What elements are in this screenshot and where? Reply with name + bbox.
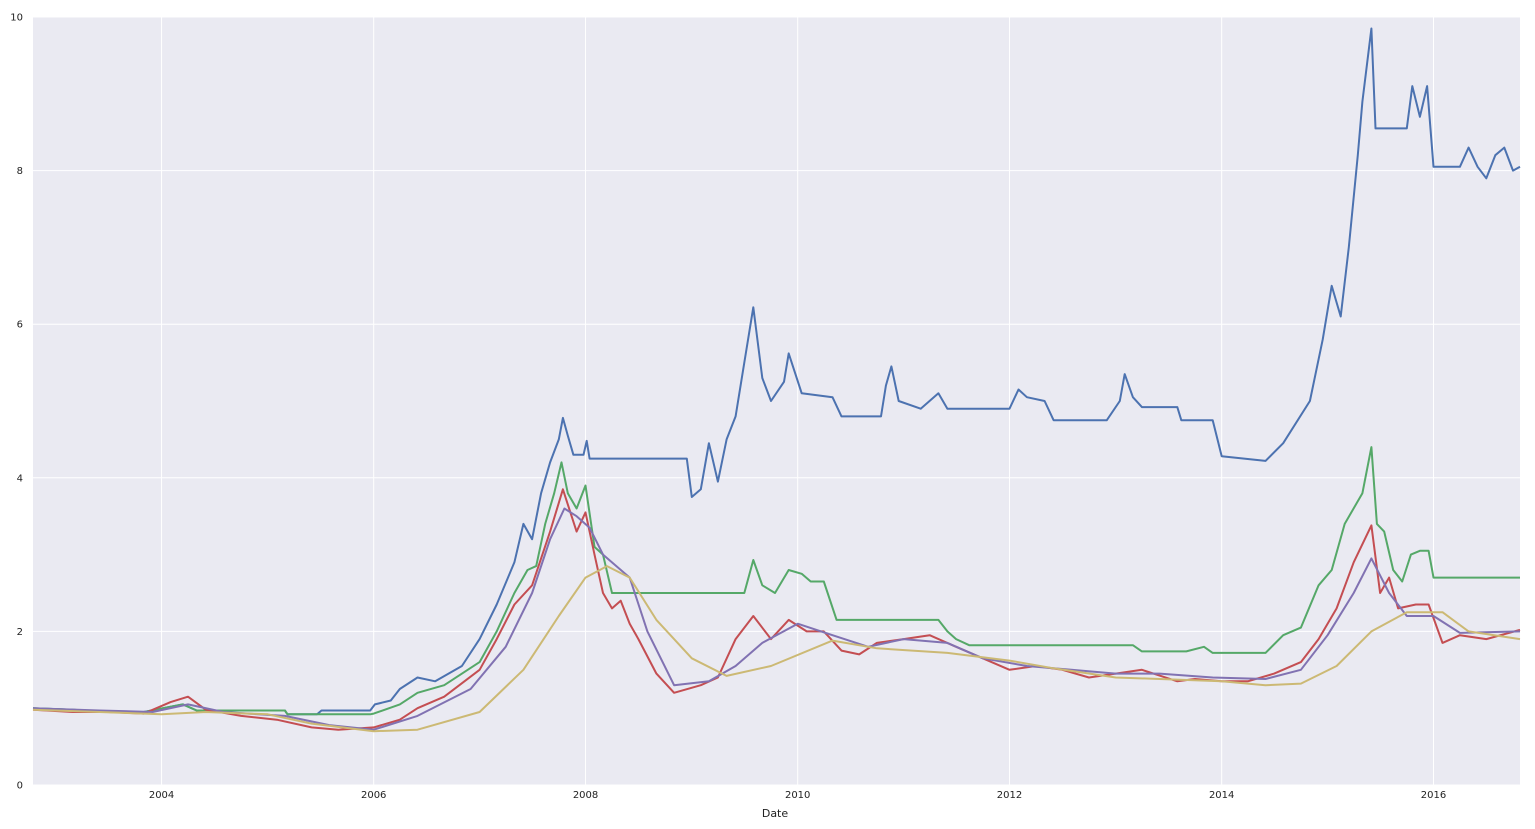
grid-lines bbox=[33, 16, 1520, 786]
series-line-5 bbox=[32, 565, 1521, 733]
x-tick-label: 2014 bbox=[1209, 790, 1234, 801]
x-tick-label: 2016 bbox=[1421, 790, 1446, 801]
x-axis-title: Date bbox=[762, 807, 789, 820]
series-line-1 bbox=[32, 27, 1521, 716]
x-tick-label: 2004 bbox=[149, 790, 174, 801]
y-axis-tick-labels: 0 2 4 6 8 10 bbox=[10, 13, 23, 792]
plot-area bbox=[33, 17, 1520, 785]
x-tick-label: 2012 bbox=[997, 790, 1022, 801]
series-line-2 bbox=[32, 446, 1520, 716]
x-tick-label: 2010 bbox=[785, 790, 810, 801]
x-tick-label: 2006 bbox=[361, 790, 386, 801]
y-tick-label: 6 bbox=[17, 320, 23, 331]
x-tick-label: 2008 bbox=[573, 790, 598, 801]
y-tick-label: 4 bbox=[17, 473, 23, 484]
y-tick-label: 8 bbox=[17, 166, 23, 177]
y-tick-label: 2 bbox=[17, 627, 23, 638]
x-axis-tick-labels: 2004 2006 2008 2010 2012 2014 2016 bbox=[149, 790, 1446, 801]
series-group bbox=[32, 27, 1521, 733]
y-tick-label: 0 bbox=[17, 781, 23, 792]
y-tick-label: 10 bbox=[10, 13, 23, 24]
series-line-4 bbox=[32, 507, 1521, 731]
